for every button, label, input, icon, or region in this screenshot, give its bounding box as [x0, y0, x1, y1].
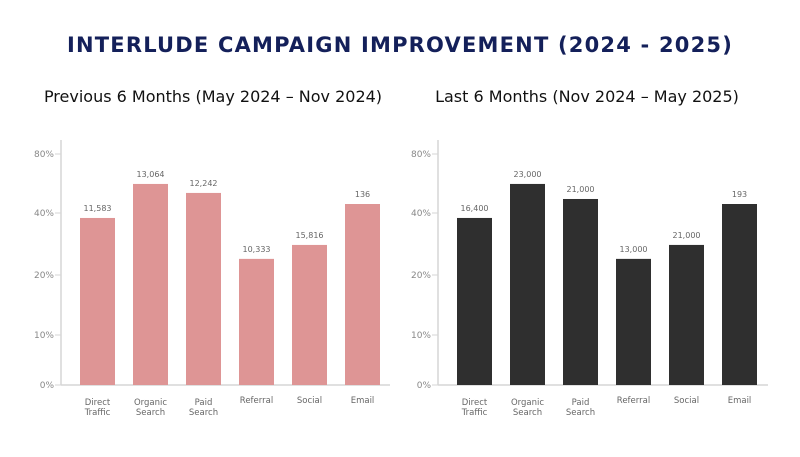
y-tick-label: 10% — [34, 331, 54, 341]
data-label: 12,242 — [190, 179, 218, 188]
bar-organic-search — [133, 183, 168, 385]
bar-social — [669, 244, 704, 385]
bar-email — [722, 204, 757, 385]
y-tick-label: 10% — [411, 331, 431, 341]
bar-paid-search — [563, 198, 598, 385]
x-category-label: Organic Search — [511, 398, 544, 418]
x-category-label: Paid Search — [566, 398, 595, 418]
previous-6-months-chart: 0% 10% 20% 40% 80% 11,583 Direct Traffic 13,064 O… — [34, 140, 390, 418]
bar-direct-traffic — [457, 217, 492, 385]
x-category-label: Referral — [617, 396, 650, 406]
data-label: 136 — [355, 190, 370, 199]
data-label: 193 — [732, 190, 747, 199]
bar-email — [345, 204, 380, 385]
bar-direct-traffic — [80, 217, 115, 385]
data-label: 15,816 — [296, 231, 324, 240]
data-label: 11,583 — [84, 204, 112, 213]
data-label: 13,000 — [620, 245, 648, 254]
data-label: 21,000 — [673, 231, 701, 240]
page-title: INTERLUDE CAMPAIGN IMPROVEMENT (2024 - 2… — [66, 33, 734, 57]
bar-paid-search — [186, 192, 221, 385]
bar-social — [292, 244, 327, 385]
x-category-label: Email — [351, 396, 375, 406]
left-chart-title: Previous 6 Months (May 2024 – Nov 2024) — [43, 87, 383, 106]
y-tick-label: 40% — [34, 209, 54, 219]
y-tick-label: 80% — [34, 150, 54, 160]
bar-referral — [616, 258, 651, 385]
data-label: 16,400 — [461, 204, 489, 213]
x-category-label: Direct Traffic — [461, 398, 488, 418]
x-category-label: Social — [297, 396, 322, 406]
x-category-label: Direct Traffic — [84, 398, 111, 418]
x-category-label: Paid Search — [189, 398, 218, 418]
y-tick-label: 20% — [411, 271, 431, 281]
data-label: 21,000 — [567, 185, 595, 194]
y-tick-label: 0% — [417, 381, 432, 391]
y-tick-label: 80% — [411, 150, 431, 160]
bar-organic-search — [510, 183, 545, 385]
x-category-label: Organic Search — [134, 398, 167, 418]
data-label: 10,333 — [243, 245, 271, 254]
y-tick-label: 40% — [411, 209, 431, 219]
x-category-label: Social — [674, 396, 699, 406]
y-tick-label: 20% — [34, 271, 54, 281]
data-label: 13,064 — [137, 170, 165, 179]
right-chart-title: Last 6 Months (Nov 2024 – May 2025) — [435, 87, 739, 106]
bar-referral — [239, 258, 274, 385]
last-6-months-chart: 0% 10% 20% 40% 80% 16,400 Direct Traffic 23,000 O… — [411, 140, 768, 418]
x-category-label: Email — [728, 396, 752, 406]
data-label: 23,000 — [514, 170, 542, 179]
x-category-label: Referral — [240, 396, 273, 406]
y-tick-label: 0% — [40, 381, 55, 391]
